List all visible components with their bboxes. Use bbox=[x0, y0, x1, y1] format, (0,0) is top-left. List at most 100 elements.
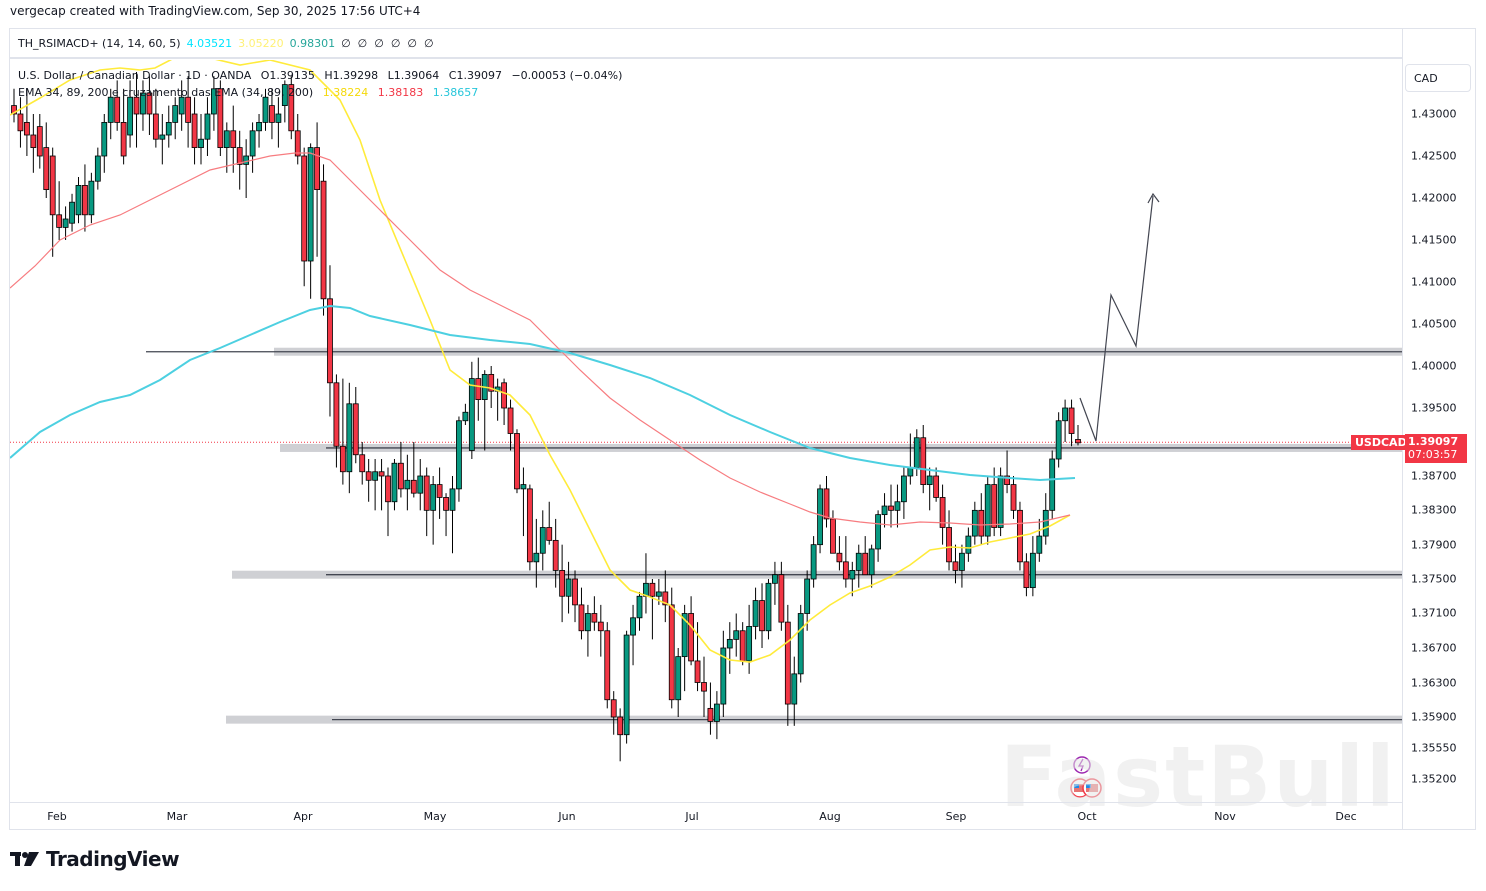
candle-bearish bbox=[191, 113, 198, 148]
candle-bearish bbox=[301, 155, 308, 262]
candle-bearish bbox=[610, 699, 617, 718]
candle-bearish bbox=[572, 578, 578, 606]
candle-bearish bbox=[43, 147, 50, 190]
candle-bullish bbox=[810, 544, 817, 580]
candle-bearish bbox=[939, 497, 946, 528]
candle-bullish bbox=[765, 582, 772, 632]
ema200-line bbox=[10, 304, 1076, 482]
candle-bullish bbox=[675, 656, 682, 701]
candle-bullish bbox=[791, 673, 798, 705]
candle-bullish bbox=[849, 570, 856, 580]
candle-bullish bbox=[404, 479, 411, 490]
candle-bullish bbox=[211, 88, 217, 115]
candle-bearish bbox=[514, 433, 520, 490]
price-tick: 1.35900 bbox=[1411, 710, 1457, 724]
flag-glyph-icon bbox=[1086, 784, 1098, 792]
candle-bearish bbox=[604, 630, 611, 701]
candle-bearish bbox=[946, 527, 952, 563]
fastbull-watermark: FastBull bbox=[1000, 728, 1397, 826]
candle-bearish bbox=[552, 539, 559, 571]
candle-bearish bbox=[707, 707, 714, 722]
candle-bearish bbox=[662, 591, 669, 606]
lightning-event-icon[interactable] bbox=[1073, 756, 1091, 774]
time-tick: Dec bbox=[1335, 810, 1357, 823]
candle-bearish bbox=[49, 155, 56, 216]
candle-bearish bbox=[1010, 484, 1017, 511]
ema-row: EMA 34, 89, 200 e cruzamento das EMA (34… bbox=[18, 84, 628, 101]
candle-bullish bbox=[165, 122, 172, 136]
candle-bearish bbox=[217, 88, 224, 148]
candle-bullish bbox=[894, 501, 901, 511]
candle-bearish bbox=[1023, 561, 1030, 589]
candle-bullish bbox=[346, 403, 353, 473]
indicator-name[interactable]: TH_RSIMACD+ (14, 14, 60, 5) bbox=[18, 36, 181, 50]
candle-bearish bbox=[475, 378, 482, 401]
price-tick: 1.36300 bbox=[1411, 676, 1457, 690]
candle-bullish bbox=[959, 552, 965, 571]
indicator-pane[interactable]: TH_RSIMACD+ (14, 14, 60, 5) 4.03521 3.05… bbox=[10, 29, 1402, 59]
candle-bullish bbox=[752, 600, 759, 627]
symbol-price-tag: USDCAD bbox=[1351, 435, 1411, 450]
candle-bullish bbox=[817, 488, 823, 546]
candle-bullish bbox=[1049, 458, 1056, 511]
symbol-row: U.S. Dollar / Canadian Dollar · 1D · OAN… bbox=[18, 67, 628, 84]
chart-legend: U.S. Dollar / Canadian Dollar · 1D · OAN… bbox=[18, 67, 628, 101]
candle-bearish bbox=[410, 479, 417, 494]
candle-bearish bbox=[649, 582, 656, 597]
price-axis[interactable]: 1.43000 1.42500 1.42000 1.41500 1.41000 1.405… bbox=[1403, 60, 1476, 800]
candle-bullish bbox=[391, 462, 398, 503]
price-change: −0.00053 (−0.04%) bbox=[511, 69, 623, 82]
price-tick: 1.42000 bbox=[1411, 191, 1457, 205]
currency-button[interactable]: CAD bbox=[1405, 64, 1471, 92]
price-tick: 1.37900 bbox=[1411, 538, 1457, 552]
candle-bearish bbox=[526, 488, 533, 563]
candle-bearish bbox=[378, 471, 385, 477]
last-price-value: 1.39097 bbox=[1408, 435, 1459, 448]
candle-bearish bbox=[320, 180, 327, 300]
candle-bearish bbox=[230, 130, 237, 149]
price-tick: 1.38700 bbox=[1411, 469, 1457, 483]
candle-bullish bbox=[94, 155, 101, 182]
candle-bullish bbox=[907, 467, 914, 477]
ema89-value: 1.38183 bbox=[377, 86, 424, 99]
time-tick: May bbox=[423, 810, 447, 823]
candle-bullish bbox=[520, 484, 527, 490]
bar-countdown: 07:03:57 bbox=[1408, 448, 1458, 461]
candle-bearish bbox=[952, 561, 959, 571]
time-tick: Apr bbox=[293, 810, 313, 823]
candle-bearish bbox=[30, 134, 37, 149]
candle-bullish bbox=[75, 185, 82, 216]
time-axis[interactable]: Feb Mar Apr May Jun Jul Aug Sep Oct Nov Dec bbox=[10, 802, 1402, 830]
candle-bearish bbox=[11, 105, 17, 115]
candle-bearish bbox=[359, 454, 366, 473]
candle-bullish bbox=[1029, 552, 1036, 589]
price-tick: 1.41000 bbox=[1411, 275, 1457, 289]
candle-bearish bbox=[739, 630, 746, 662]
price-tick: 1.38300 bbox=[1411, 503, 1457, 517]
candle-bullish bbox=[997, 475, 1004, 528]
candle-bullish bbox=[275, 113, 282, 123]
candle-bullish bbox=[746, 626, 753, 662]
candle-bullish bbox=[623, 634, 630, 736]
candle-bearish bbox=[314, 147, 320, 190]
candle-bullish bbox=[417, 475, 424, 494]
candle-bullish bbox=[468, 378, 475, 451]
candle-bullish bbox=[262, 96, 269, 123]
candle-bearish bbox=[578, 604, 585, 632]
price-chart-canvas[interactable] bbox=[10, 60, 1402, 802]
candle-bullish bbox=[726, 638, 733, 649]
price-tick: 1.36700 bbox=[1411, 641, 1457, 655]
ema-indicator-label[interactable]: EMA 34, 89, 200 e cruzamento das EMA (34… bbox=[18, 86, 314, 99]
candle-bearish bbox=[978, 509, 985, 537]
chart-frame bbox=[9, 28, 1476, 830]
candle-bullish bbox=[984, 484, 991, 537]
candle-bearish bbox=[559, 570, 566, 597]
projection-path bbox=[1079, 195, 1154, 442]
candle-bearish bbox=[862, 552, 869, 576]
symbol-title[interactable]: U.S. Dollar / Canadian Dollar · 1D · OAN… bbox=[18, 69, 252, 82]
candle-bearish bbox=[668, 604, 675, 701]
ema89-line bbox=[10, 152, 1071, 526]
price-tick: 1.41500 bbox=[1411, 233, 1457, 247]
candle-bearish bbox=[597, 621, 604, 632]
time-tick: Jun bbox=[558, 810, 576, 823]
